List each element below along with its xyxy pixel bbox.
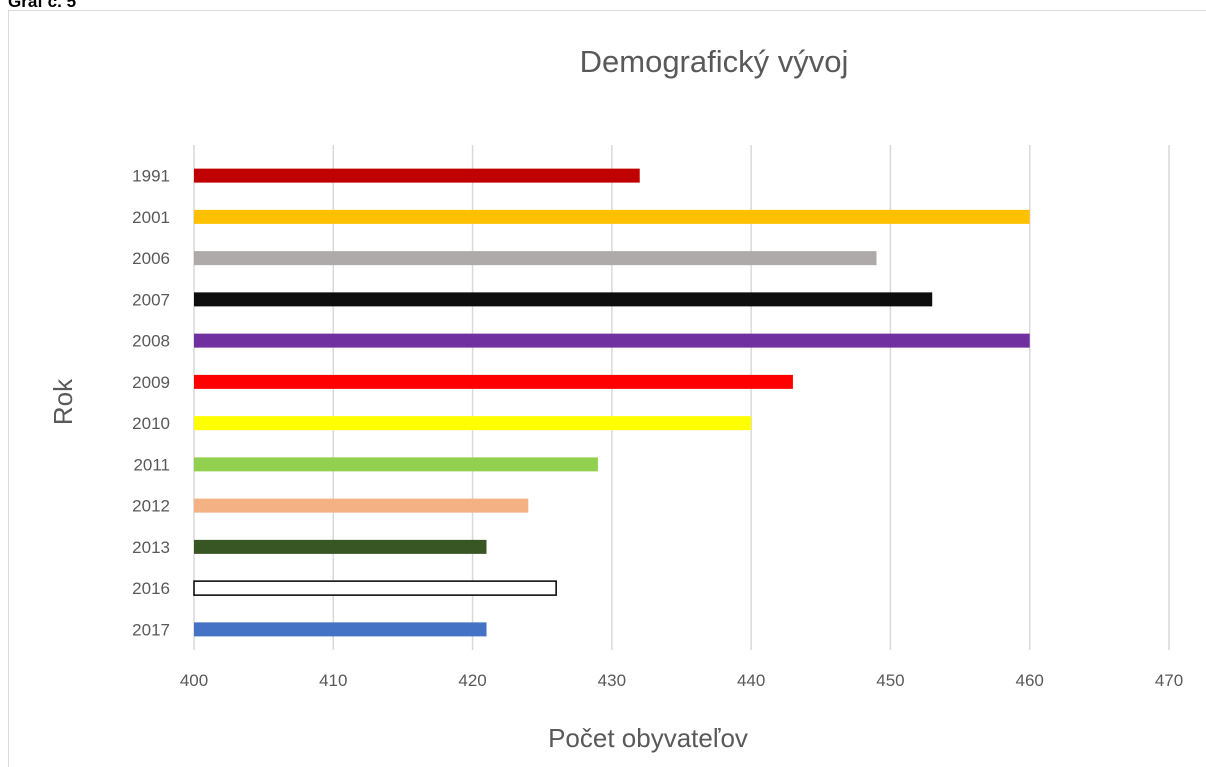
y-tick-label: 2006 <box>132 249 170 268</box>
chart-frame <box>8 10 1206 767</box>
y-tick-label: 2017 <box>132 620 170 639</box>
y-tick-label: 2016 <box>132 579 170 598</box>
x-tick-label: 440 <box>737 671 765 690</box>
bar-2008 <box>194 333 1030 348</box>
figure-caption: Graf č. 5 <box>8 0 77 11</box>
y-tick-label: 2010 <box>132 414 170 433</box>
x-tick-labels: 400 410 420 430 440 450 460 470 <box>180 671 1183 690</box>
y-tick-label: 2009 <box>132 373 170 392</box>
bar-2016 <box>193 580 557 596</box>
y-tick-label: 2007 <box>132 290 170 309</box>
bar-2009 <box>194 374 793 389</box>
y-axis-title: Rok <box>48 378 78 425</box>
x-tick-label: 410 <box>319 671 347 690</box>
bar-2013 <box>194 539 487 554</box>
bar-1991 <box>194 168 640 183</box>
bar-2012 <box>194 498 529 513</box>
bar-2017 <box>194 622 487 637</box>
x-tick-label: 470 <box>1155 671 1183 690</box>
y-tick-labels: 1991 2001 2006 2007 2008 2009 2010 2011 2012 2013… <box>132 167 170 640</box>
y-tick-label: 2012 <box>132 497 170 516</box>
bar-2001 <box>194 209 1030 224</box>
bar-2010 <box>194 416 752 431</box>
chart-title: Demografický vývoj <box>580 44 849 79</box>
bar-2006 <box>194 251 877 266</box>
y-tick-label: 2013 <box>132 538 170 557</box>
bar-2011 <box>194 457 598 472</box>
x-tick-label: 420 <box>458 671 486 690</box>
x-tick-label: 400 <box>180 671 208 690</box>
x-axis-title: Počet obyvateľov <box>548 723 748 753</box>
y-tick-label: 1991 <box>132 167 170 186</box>
y-tick-label: 2008 <box>132 332 170 351</box>
y-tick-label: 2001 <box>132 208 170 227</box>
y-tick-label: 2011 <box>133 455 170 474</box>
bar-2007 <box>194 292 933 307</box>
bars <box>193 168 1030 637</box>
gridlines <box>193 145 1170 650</box>
x-tick-label: 450 <box>876 671 904 690</box>
x-tick-label: 430 <box>598 671 626 690</box>
x-tick-label: 460 <box>1016 671 1044 690</box>
